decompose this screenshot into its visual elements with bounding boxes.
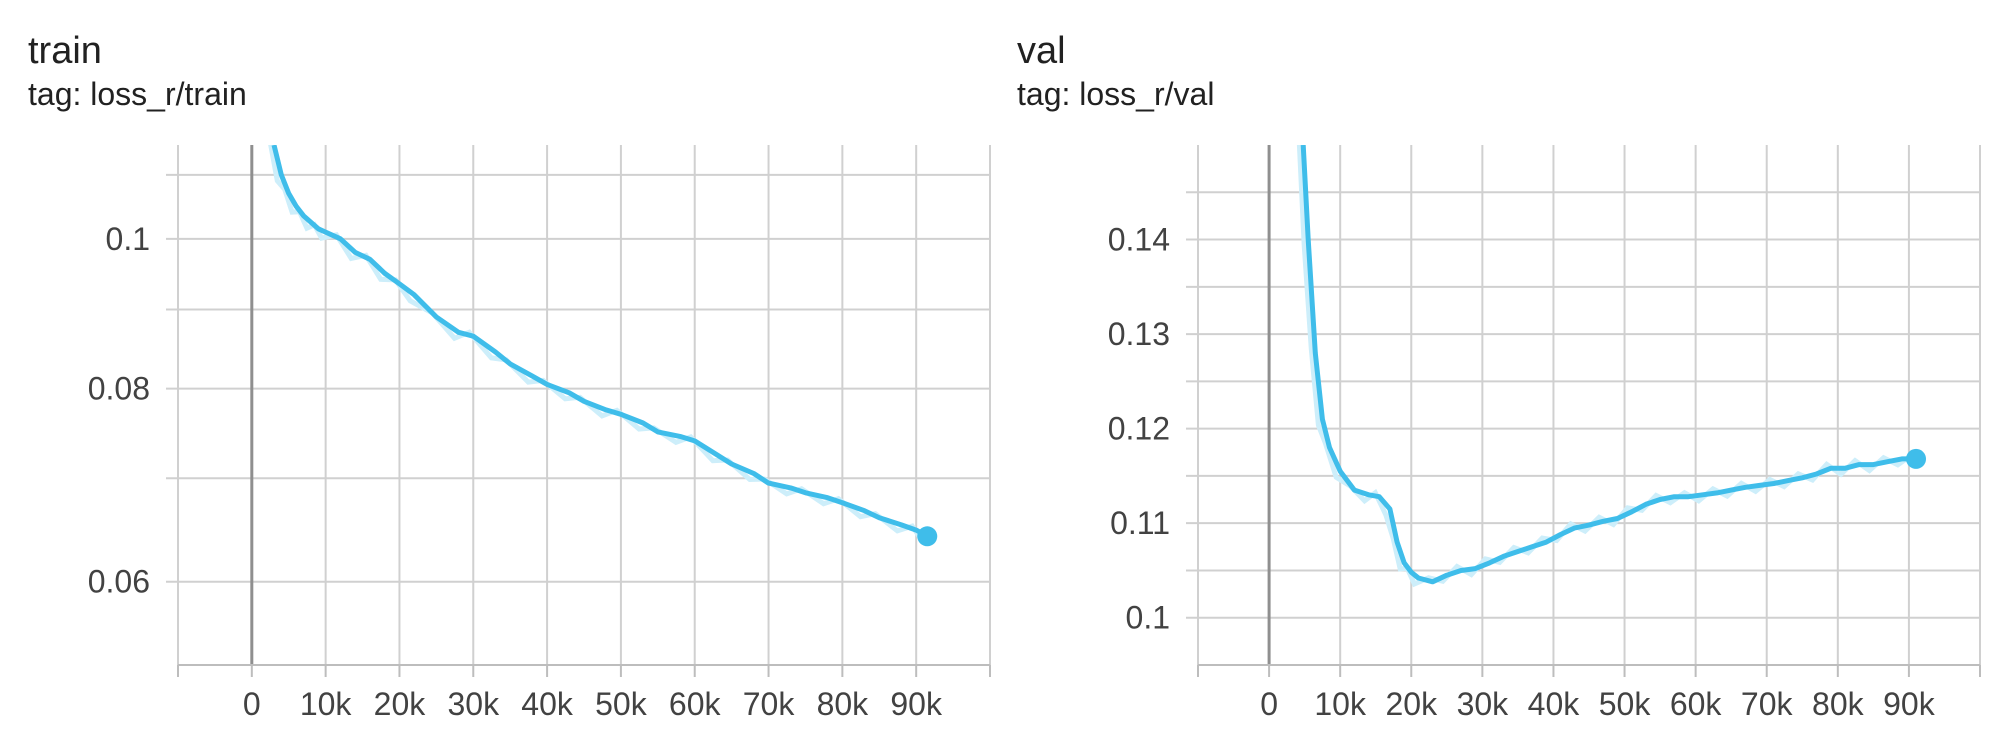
- x-tick-label: 70k: [1741, 686, 1794, 722]
- y-tick-label: 0.08: [88, 371, 150, 407]
- series-line: [271, 145, 929, 539]
- x-gridlines: [177, 145, 991, 665]
- series-line: [1300, 145, 1916, 585]
- x-tick-label: 10k: [1314, 686, 1367, 722]
- x-tick-label: 40k: [1528, 686, 1581, 722]
- y-tick-label: 0.06: [88, 564, 150, 600]
- x-tick-label: 40k: [521, 686, 574, 722]
- raw-series-line: [268, 145, 926, 544]
- x-tick-label: 0: [243, 686, 261, 722]
- y-tick-label: 0.11: [1110, 505, 1170, 541]
- train-chart-plot[interactable]: 0 10k 20k 30k 40k 50k 60k 70k 80k 90k 0.06 0.08 0.1: [0, 0, 1005, 732]
- x-tick-label: 90k: [890, 686, 943, 722]
- x-tick-label: 50k: [595, 686, 648, 722]
- x-tick-label: 10k: [300, 686, 353, 722]
- x-tick-label: 80k: [1812, 686, 1865, 722]
- y-tick-label: 0.14: [1108, 222, 1170, 258]
- chart-subtitle: tag: loss_r/val: [1017, 76, 1215, 112]
- x-tick-label: 0: [1260, 686, 1278, 722]
- raw-series-line: [1296, 145, 1914, 588]
- x-tick-label: 90k: [1883, 686, 1936, 722]
- chart-title: train: [28, 30, 102, 72]
- chart-title: val: [1017, 30, 1066, 72]
- x-tick-label: 30k: [1457, 686, 1510, 722]
- x-tick-label: 70k: [743, 686, 796, 722]
- x-tick-label: 60k: [669, 686, 722, 722]
- x-tick-label: 60k: [1670, 686, 1723, 722]
- x-tick-label: 20k: [1385, 686, 1438, 722]
- series-end-marker: [917, 526, 938, 547]
- y-tick-label: 0.1: [1126, 600, 1170, 636]
- val-chart-plot[interactable]: 0 10k 20k 30k 40k 50k 60k 70k 80k 90k 0.1 0.11 0.12 0…: [1005, 0, 2010, 732]
- train-chart-card: train tag: loss_r/train 0 10k 20k 30k 40k 50k…: [0, 0, 1005, 732]
- x-tick-label: 80k: [817, 686, 870, 722]
- x-tick-label: 50k: [1599, 686, 1652, 722]
- series-end-marker: [1906, 448, 1927, 469]
- x-tick-label: 30k: [447, 686, 500, 722]
- val-chart-card: val tag: loss_r/val 0 10k 20k 30k 40k 50k 60k 7…: [1005, 0, 2010, 732]
- chart-subtitle: tag: loss_r/train: [28, 76, 247, 112]
- y-gridlines: [166, 173, 990, 583]
- y-tick-label: 0.12: [1108, 411, 1170, 447]
- x-tick-label: 20k: [374, 686, 427, 722]
- y-tick-label: 0.1: [106, 221, 150, 257]
- y-tick-label: 0.13: [1108, 316, 1170, 352]
